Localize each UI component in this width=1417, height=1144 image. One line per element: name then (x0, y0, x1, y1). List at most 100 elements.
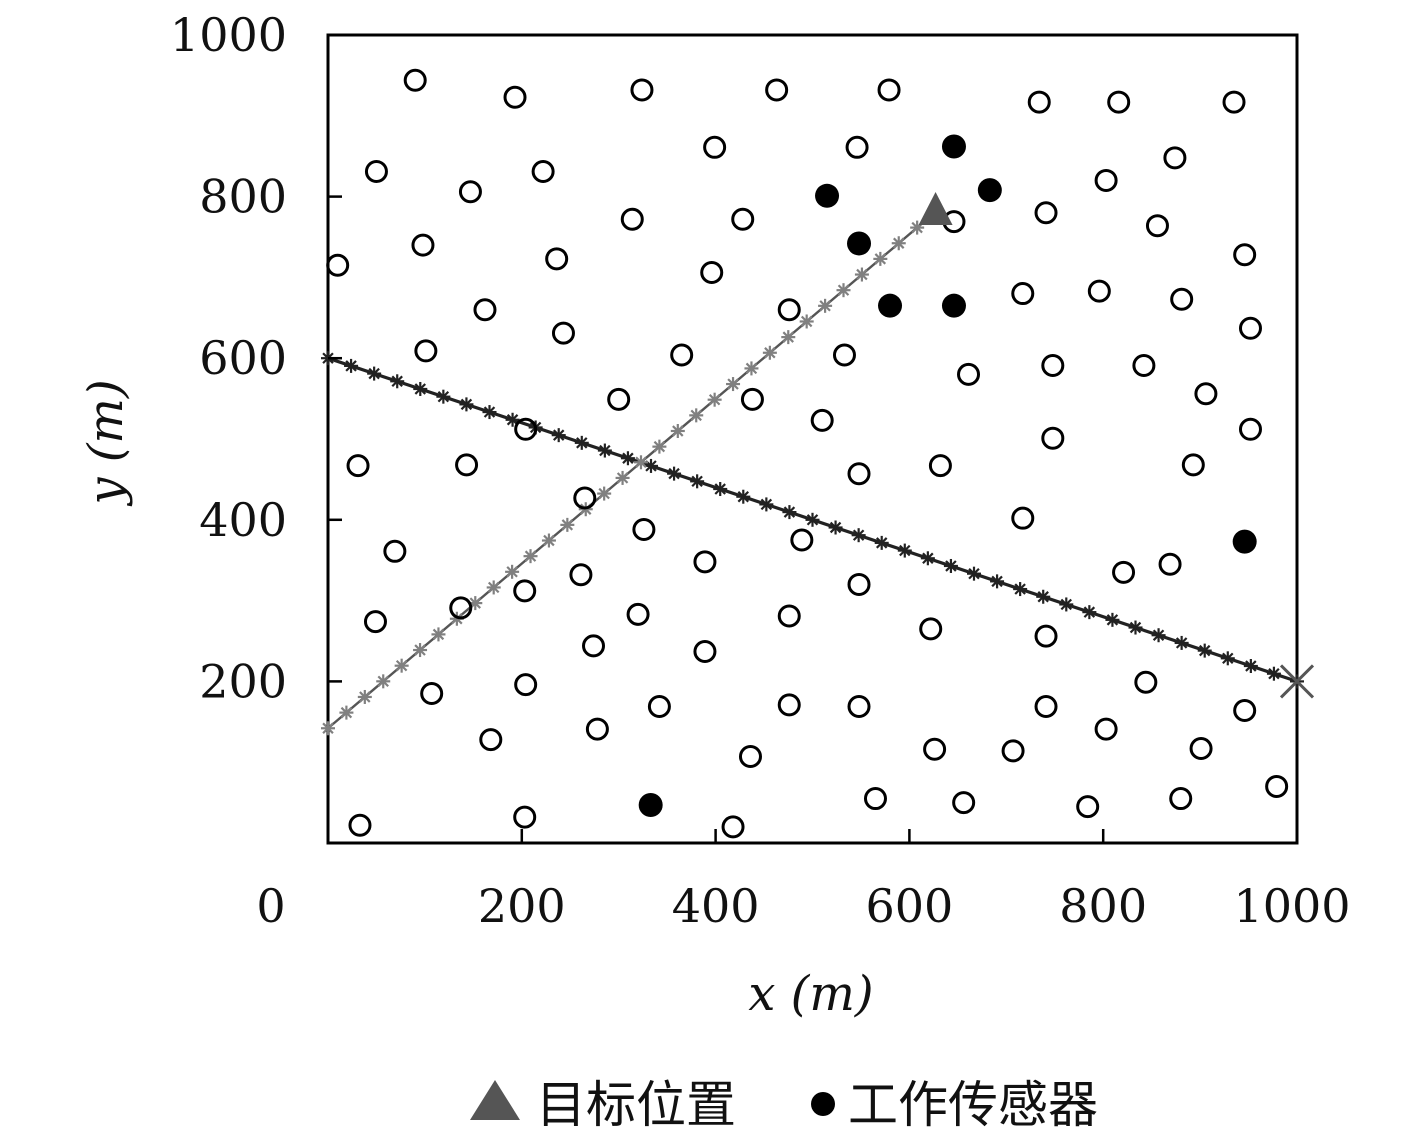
trajectory-marker (620, 451, 635, 466)
plot-frame (326, 33, 1299, 845)
trajectory-marker (436, 389, 451, 404)
idle-sensor (1011, 282, 1035, 306)
trajectory-marker (744, 361, 759, 376)
idle-sensor (503, 85, 527, 109)
idle-sensor (573, 486, 597, 510)
idle-sensor (928, 454, 952, 478)
idle-sensor (455, 453, 479, 477)
y-axis-label: y (m) (78, 379, 134, 506)
trajectory-marker (1151, 628, 1166, 643)
trajectory-marker (920, 551, 935, 566)
idle-sensor (923, 737, 947, 761)
idle-sensor (1134, 670, 1158, 694)
trajectory-marker (1220, 651, 1235, 666)
idle-sensor (1087, 279, 1111, 303)
idle-sensor (740, 387, 764, 411)
trajectory-marker (505, 412, 520, 427)
idle-sensor (703, 135, 727, 159)
working-sensor (977, 178, 1002, 203)
idle-sensor (632, 517, 656, 541)
idle-sensor (1189, 736, 1213, 760)
trajectory-marker (1174, 635, 1189, 650)
idle-sensor (1094, 717, 1118, 741)
working-sensor (878, 293, 903, 318)
trajectory-marker (736, 489, 751, 504)
end-cross-marker (1279, 664, 1315, 699)
idle-sensor (1107, 90, 1131, 114)
idle-sensor (531, 160, 555, 184)
trajectory-marker (597, 486, 612, 501)
idle-sensor (348, 813, 372, 837)
trajectory-marker (339, 705, 354, 720)
idle-sensor (620, 207, 644, 231)
y-tick-label: 400 (199, 493, 287, 547)
trajectory-marker (505, 564, 520, 579)
trajectory-marker (726, 377, 741, 392)
idle-sensor (1163, 146, 1187, 170)
trajectory-marker (413, 643, 428, 658)
legend-filled-circle-icon (811, 1092, 835, 1116)
idle-sensor (845, 135, 869, 159)
trajectory-marker (321, 721, 335, 736)
idle-sensor (545, 247, 569, 271)
idle-sensor (630, 78, 654, 102)
y-tick-label: 1000 (170, 8, 287, 62)
trajectory-marker (482, 405, 497, 420)
idle-sensor (514, 417, 538, 441)
idle-sensor (877, 78, 901, 102)
idle-sensor (1170, 287, 1194, 311)
trajectory-marker (357, 689, 372, 704)
idle-sensor (513, 805, 537, 829)
idle-sensor (1158, 552, 1182, 576)
trajectory-marker (1059, 597, 1074, 612)
legend: 目标位置 工作传感器 (470, 1076, 1098, 1134)
trajectory-marker (799, 314, 814, 329)
idle-sensor (721, 815, 745, 839)
legend-label-target: 目标位置 (536, 1076, 736, 1134)
idle-sensor (957, 362, 981, 386)
idle-sensor (383, 539, 407, 563)
trajectory-marker (759, 497, 774, 512)
trajectory-marker (652, 439, 667, 454)
trajectory-marker (560, 517, 575, 532)
idle-sensor (346, 454, 370, 478)
trajectory-marker (633, 455, 648, 470)
idle-sensor (790, 528, 814, 552)
trajectory-marker (1082, 605, 1097, 620)
idle-sensor (449, 596, 473, 620)
idle-sensor (411, 233, 435, 257)
trajectory-marker (486, 580, 501, 595)
x-tick-label: 400 (672, 879, 760, 933)
trajectory-marker (1036, 589, 1051, 604)
idle-sensor (863, 787, 887, 811)
idle-sensor (1194, 382, 1218, 406)
y-tick-label: 600 (199, 331, 287, 385)
axes-layer (326, 33, 1299, 845)
trajectory-marker (523, 549, 538, 564)
trajectory-marker (818, 298, 833, 313)
trajectory-marker (897, 543, 912, 558)
idle-sensor (693, 640, 717, 664)
idle-sensor (1222, 90, 1246, 114)
y-tick-label: 800 (199, 170, 287, 224)
idle-sensor (414, 339, 438, 363)
trajectory-marker (690, 474, 705, 489)
trajectory-marker (713, 482, 728, 497)
idle-sensor (810, 408, 834, 432)
idle-sensor (731, 207, 755, 231)
legend-triangle-icon (470, 1080, 520, 1120)
idle-sensor (479, 728, 503, 752)
trajectory-marker (943, 558, 958, 573)
idle-sensor (919, 617, 943, 641)
idle-sensor (1034, 694, 1058, 718)
idle-sensor (1132, 353, 1156, 377)
working-sensor (1232, 529, 1257, 554)
trajectory-marker (551, 428, 566, 443)
idle-sensor (551, 321, 575, 345)
trajectory-marker (394, 658, 409, 673)
idle-sensor (1181, 453, 1205, 477)
idle-sensor (1265, 774, 1289, 798)
x-tick-label: 200 (478, 879, 566, 933)
trajectory-marker (390, 374, 405, 389)
